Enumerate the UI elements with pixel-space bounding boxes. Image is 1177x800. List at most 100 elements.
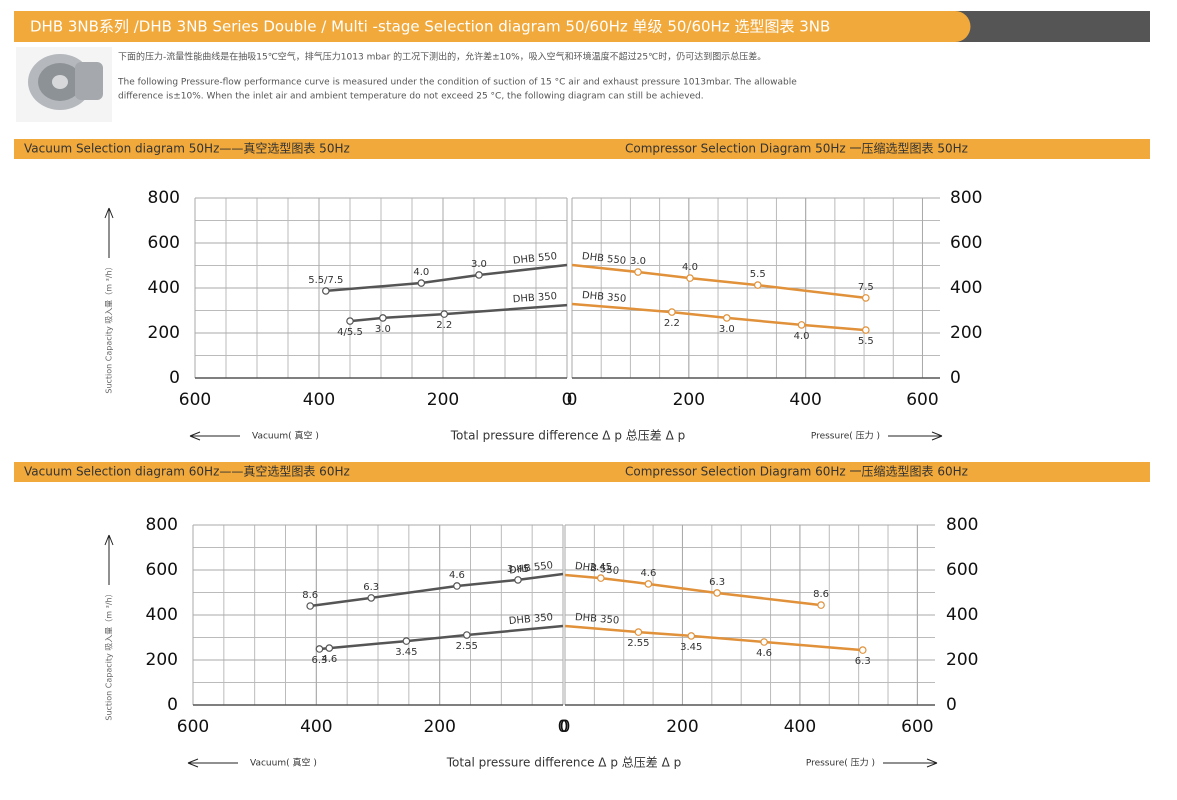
data-point — [453, 582, 461, 590]
x-tick-label: 600 — [179, 390, 211, 410]
arrow-head — [189, 431, 201, 441]
series-name: DHB 350 — [581, 290, 626, 305]
point-label: 4.6 — [756, 648, 772, 659]
data-point — [722, 314, 731, 322]
data-point — [367, 594, 376, 602]
y-tick-label: 200 — [146, 650, 178, 670]
y-tick-label: 800 — [950, 188, 982, 208]
data-point — [440, 310, 449, 318]
point-label: 8.6 — [302, 590, 318, 601]
point-label: 6.3 — [855, 656, 871, 667]
point-label: 4/5.5 — [337, 327, 363, 338]
y-tick-label: 600 — [146, 560, 178, 580]
x-tick-label: 600 — [177, 717, 209, 737]
data-point — [346, 317, 354, 325]
curve — [325, 263, 568, 293]
data-point — [686, 274, 694, 282]
x-tick-label: 0 — [567, 390, 578, 410]
point-label: 5.5/7.5 — [308, 275, 343, 286]
section-title: Compressor Selection Diagram 50Hz 一压缩选型图… — [625, 141, 968, 156]
y-axis-label: Suction Capacity 吸入量（m ³/h） — [105, 262, 114, 393]
section-bar — [14, 462, 1150, 482]
data-point — [634, 628, 643, 636]
series-name: DHB 350 — [512, 291, 557, 305]
point-label: 3.0 — [719, 324, 735, 335]
point-label: 3.45 — [395, 647, 417, 658]
y-tick-label: 0 — [946, 695, 957, 715]
y-tick-label: 0 — [950, 368, 961, 388]
point-label: 3.45 — [507, 564, 529, 575]
arrow-head — [187, 758, 199, 768]
x-tick-label: 200 — [666, 717, 698, 737]
y-tick-label: 800 — [146, 515, 178, 535]
data-point — [713, 589, 721, 597]
data-point — [687, 632, 696, 640]
section-bar — [14, 139, 1150, 159]
y-tick-label: 800 — [946, 515, 978, 535]
point-label: 6.3 — [709, 577, 725, 588]
data-point — [644, 580, 653, 588]
data-point — [634, 268, 642, 276]
y-tick-label: 400 — [950, 278, 982, 298]
data-point — [315, 645, 324, 653]
series-name: DHB 350 — [508, 612, 553, 627]
x-tick-label: 600 — [906, 390, 938, 410]
point-label: 4.6 — [640, 568, 656, 579]
data-point — [597, 574, 605, 582]
point-label: 2.55 — [456, 641, 478, 652]
data-point — [379, 314, 387, 322]
header-title: DHB 3NB系列 /DHB 3NB Series Double / Multi… — [30, 18, 830, 36]
y-tick-label: 400 — [148, 278, 180, 298]
x-tick-label: 600 — [901, 717, 933, 737]
point-label: 3.0 — [375, 324, 391, 335]
point-label: 4.0 — [794, 331, 810, 342]
data-point — [753, 281, 762, 289]
x-axis-label: Pressure( 压力 ) — [811, 430, 880, 442]
series-name: DHB 550 — [508, 560, 553, 576]
point-label: 2.2 — [664, 318, 680, 329]
curve — [310, 572, 564, 608]
header-dark-bar — [955, 11, 1150, 42]
x-axis-label: Vacuum( 真空 ) — [250, 757, 317, 769]
x-tick-label: 200 — [423, 717, 455, 737]
data-point — [514, 576, 522, 584]
data-point — [322, 287, 330, 295]
point-label: 3.0 — [630, 256, 646, 267]
series-name: DHB 550 — [512, 251, 557, 267]
series-name: DHB 550 — [574, 561, 619, 577]
data-point — [306, 602, 314, 610]
product-image — [16, 47, 112, 122]
y-axis-label: Suction Capacity 吸入量（m ³/h） — [105, 589, 114, 720]
arrow-head — [104, 534, 114, 546]
x-tick-label: 400 — [300, 717, 332, 737]
point-label: 4.0 — [682, 262, 698, 273]
center-label: Total pressure difference Δ p 总压差 Δ p — [450, 429, 685, 443]
point-label: 4.0 — [413, 267, 429, 278]
point-label: 5.5 — [858, 336, 874, 347]
point-label: 7.5 — [858, 282, 874, 293]
description-cn: 下面的压力-流量性能曲线是在抽吸15℃空气，排气压力1013 mbar 的工况下… — [118, 51, 766, 63]
point-label: 2.2 — [436, 320, 452, 331]
header-bar — [14, 11, 971, 42]
data-point — [862, 294, 870, 302]
x-axis-label: Pressure( 压力 ) — [806, 757, 875, 769]
y-tick-label: 0 — [169, 368, 180, 388]
data-point — [402, 637, 411, 645]
y-tick-label: 600 — [148, 233, 180, 253]
center-label: Total pressure difference Δ p 总压差 Δ p — [446, 756, 681, 770]
x-axis-label: Vacuum( 真空 ) — [252, 430, 319, 442]
point-label: 6.3 — [363, 582, 379, 593]
x-tick-label: 200 — [427, 390, 459, 410]
point-label: 4.6 — [449, 570, 465, 581]
arrow-head — [104, 207, 114, 219]
description-en: difference is±10%. When the inlet air an… — [118, 92, 704, 102]
point-label: 2.55 — [627, 638, 649, 649]
section-title: Vacuum Selection diagram 50Hz——真空选型图表 50… — [24, 142, 350, 156]
arrow-head — [931, 431, 943, 441]
point-label: 8.6 — [813, 589, 829, 600]
y-tick-label: 800 — [148, 188, 180, 208]
series-name: DHB 550 — [581, 251, 626, 267]
point-label: 6.3 — [311, 655, 327, 666]
data-point — [858, 646, 867, 654]
